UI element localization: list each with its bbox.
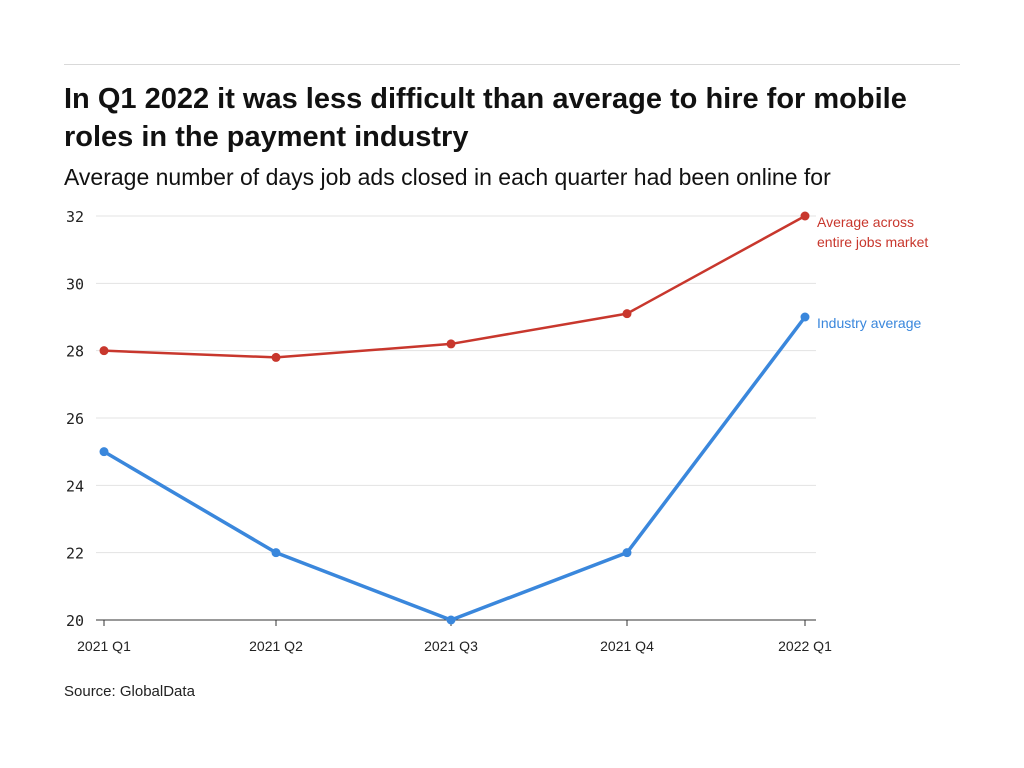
- y-tick-label: 32: [66, 208, 84, 226]
- x-tick-label: 2021 Q4: [600, 638, 654, 654]
- series-label: Industry average: [817, 315, 921, 331]
- y-tick-label: 22: [66, 545, 84, 563]
- chart-subtitle: Average number of days job ads closed in…: [64, 164, 831, 190]
- data-point: [622, 309, 632, 319]
- x-tick-label: 2021 Q3: [424, 638, 478, 654]
- data-point: [271, 548, 281, 558]
- x-tick-label: 2022 Q1: [778, 638, 832, 654]
- source-note: Source: GlobalData: [64, 683, 195, 700]
- data-point: [446, 615, 456, 625]
- y-tick-label: 28: [66, 343, 84, 361]
- data-point: [99, 447, 109, 457]
- top-divider: [64, 64, 960, 65]
- data-point: [271, 352, 281, 362]
- series-line: [102, 315, 807, 622]
- y-tick-label: 20: [66, 612, 84, 630]
- series-label: entire jobs market: [817, 234, 928, 250]
- y-tick-label: 24: [66, 477, 84, 495]
- data-point: [622, 548, 632, 558]
- data-point: [99, 346, 109, 356]
- y-tick-label: 30: [66, 275, 84, 293]
- y-tick-label: 26: [66, 410, 84, 428]
- series-label: Average across: [817, 214, 914, 230]
- x-tick-label: 2021 Q2: [249, 638, 303, 654]
- data-point: [800, 312, 810, 322]
- data-point: [446, 339, 456, 349]
- data-point: [800, 211, 810, 221]
- chart-title: In Q1 2022 it was less difficult than av…: [64, 83, 907, 153]
- x-tick-label: 2021 Q1: [77, 638, 131, 654]
- series-line: [102, 214, 807, 359]
